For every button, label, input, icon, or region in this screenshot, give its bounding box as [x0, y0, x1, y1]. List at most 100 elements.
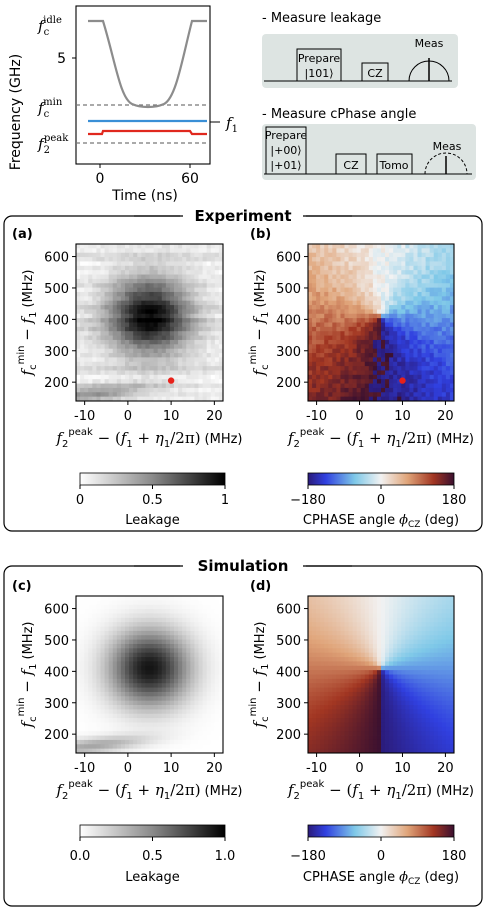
heatmap-cell [413, 322, 418, 328]
heatmap-cell [129, 596, 134, 601]
heatmap-cell [417, 613, 422, 619]
heatmap-cell [116, 283, 122, 289]
heatmap-cell [405, 374, 410, 380]
heatmap-cell [421, 313, 427, 319]
heatmap-cell [116, 396, 122, 402]
heatmap-cell [194, 726, 199, 732]
heatmap-cell [348, 700, 354, 706]
heatmap-cell [104, 622, 110, 627]
heatmap-cell [324, 361, 329, 367]
heatmap-cell [320, 661, 325, 667]
heatmap-cell [316, 678, 321, 684]
heatmap-cell [214, 252, 220, 258]
heatmap-cell [409, 374, 414, 380]
heatmap-cell [417, 322, 422, 328]
heatmap-cell [174, 366, 179, 371]
heatmap-cell [210, 335, 216, 341]
heatmap-cell [145, 353, 150, 358]
heatmap-cell [161, 705, 167, 710]
heatmap-cell [76, 674, 81, 680]
heatmap-cell [96, 265, 101, 271]
heatmap-cell [352, 374, 358, 380]
heatmap-cell [214, 674, 220, 680]
heatmap-cell [210, 248, 216, 254]
heatmap-cell [445, 361, 451, 367]
heatmap-cell [332, 361, 337, 367]
heatmap-cell [80, 744, 85, 750]
heatmap-cell [389, 248, 394, 254]
heatmap-cell [433, 370, 439, 376]
heatmap-cell [92, 700, 97, 706]
heatmap-cell [92, 387, 97, 393]
heatmap-cell [153, 265, 159, 271]
heatmap-cell [112, 278, 118, 284]
heatmap-cell [210, 361, 216, 367]
heatmap-cell [429, 630, 435, 636]
heatmap-cell [88, 300, 93, 306]
heatmap-cell [174, 348, 179, 354]
heatmap-cell [125, 383, 130, 389]
heatmap-cell [429, 270, 435, 275]
heatmap-cell [405, 305, 410, 310]
heatmap-cell [336, 657, 341, 662]
heatmap-cell [178, 635, 183, 641]
heatmap-cell [397, 252, 402, 258]
heatmap-cell [397, 696, 402, 702]
heatmap-cell [165, 265, 171, 271]
heatmap-cell [401, 718, 406, 723]
heatmap-cell [129, 648, 134, 654]
heatmap-cell [308, 630, 313, 636]
heatmap-cell [116, 361, 122, 367]
heatmap-cell [320, 270, 325, 275]
heatmap-cell [92, 370, 97, 376]
heatmap-cell [161, 722, 167, 728]
heatmap-cell [336, 696, 341, 702]
heatmap-cell [364, 674, 370, 680]
heatmap-cell [88, 635, 93, 641]
heatmap-cell [178, 691, 183, 697]
heatmap-cell [194, 335, 199, 341]
heatmap-cell [174, 670, 179, 675]
heatmap-cell [409, 361, 414, 367]
heatmap-cell [165, 383, 171, 389]
heatmap-cell [429, 639, 435, 645]
heatmap-cell [356, 326, 362, 332]
heatmap-cell [88, 739, 93, 745]
heatmap-cell [409, 257, 414, 262]
heatmap-cell [352, 379, 358, 384]
heatmap-cell [344, 379, 349, 384]
heatmap-cell [441, 387, 447, 393]
heatmap-cell [145, 257, 150, 262]
heatmap-cell [190, 366, 195, 371]
heatmap-cell [308, 691, 313, 697]
heatmap-cell [108, 396, 114, 402]
heatmap-cell [100, 744, 105, 750]
heatmap-cell [401, 691, 406, 697]
heatmap-cell [190, 265, 195, 271]
heatmap-cell [376, 305, 382, 310]
heatmap-cell [182, 687, 187, 693]
heatmap-cell [389, 265, 394, 271]
heatmap-cell [445, 674, 451, 680]
heatmap-cell [381, 635, 386, 641]
heatmap-cell [312, 270, 317, 275]
heatmap-cell [116, 648, 122, 654]
heatmap-cell [76, 287, 81, 293]
heatmap-cell [141, 265, 146, 271]
heatmap-cell [389, 396, 394, 402]
heatmap-cell [174, 600, 179, 606]
heatmap-cell [214, 613, 220, 619]
heatmap-cell [76, 392, 81, 398]
heatmap-cell [328, 652, 333, 658]
heatmap-cell [133, 683, 138, 688]
heatmap-cell [417, 296, 422, 302]
heatmap-cell [372, 366, 378, 371]
heatmap-cell [100, 670, 105, 675]
heatmap-cell [405, 287, 410, 293]
heatmap-cell [112, 617, 118, 623]
heatmap-cell [360, 709, 366, 715]
heatmap-cell [133, 296, 138, 302]
heatmap-cell [312, 652, 317, 658]
heatmap-cell [437, 596, 443, 601]
heatmap-cell [88, 387, 93, 393]
